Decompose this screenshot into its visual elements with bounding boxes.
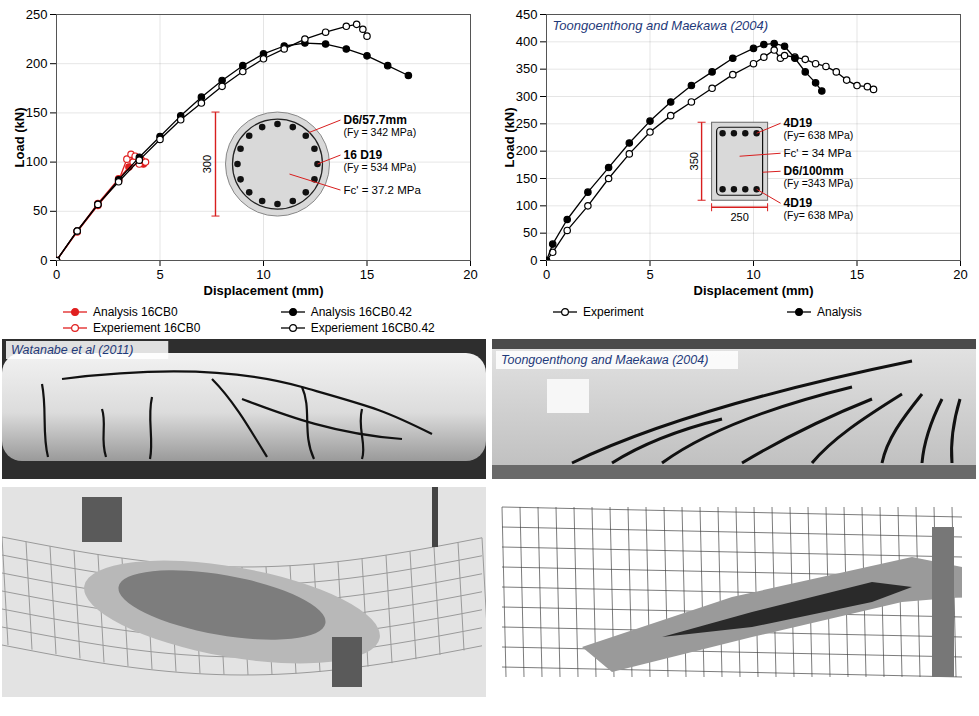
svg-text:4D19: 4D19	[784, 196, 813, 210]
svg-text:10: 10	[746, 267, 760, 282]
svg-text:Watanabe et al (2011): Watanabe et al (2011)	[11, 343, 134, 357]
html-text:Experiment: Experiment	[583, 305, 644, 319]
svg-text:20: 20	[463, 267, 477, 282]
svg-text:Toongoenthong and Maekawa (200: Toongoenthong and Maekawa (2004)	[501, 353, 708, 367]
svg-text:(Fy= 638 MPa): (Fy= 638 MPa)	[784, 209, 854, 221]
svg-text:(Fy =343 MPa): (Fy =343 MPa)	[784, 177, 854, 189]
svg-text:0: 0	[40, 253, 47, 268]
svg-text:Displacement (mm): Displacement (mm)	[694, 283, 814, 298]
svg-text:5: 5	[156, 267, 163, 282]
svg-text:100: 100	[26, 154, 48, 169]
svg-text:100: 100	[516, 198, 538, 213]
svg-text:250: 250	[730, 211, 748, 223]
html-text:Experiement 16CB0: Experiement 16CB0	[93, 321, 201, 335]
svg-text:0: 0	[530, 253, 537, 268]
svg-text:0: 0	[53, 267, 60, 282]
html-text:Analysis: Analysis	[817, 305, 862, 319]
svg-text:50: 50	[523, 225, 537, 240]
svg-text:300: 300	[201, 155, 213, 173]
svg-text:350: 350	[516, 61, 538, 76]
svg-text:Toongoenthong and Maekawa (200: Toongoenthong and Maekawa (2004)	[553, 18, 769, 33]
svg-text:D6/100mm: D6/100mm	[784, 164, 844, 178]
svg-text:300: 300	[516, 89, 538, 104]
svg-text:Load (kN): Load (kN)	[502, 108, 517, 168]
svg-text:Fc' = 37.2 MPa: Fc' = 37.2 MPa	[343, 184, 421, 196]
svg-text:(Fy = 534 MPa): (Fy = 534 MPa)	[343, 161, 416, 173]
svg-text:200: 200	[516, 143, 538, 158]
svg-text:(Fy = 342 MPa): (Fy = 342 MPa)	[343, 126, 416, 138]
svg-text:Load (kN): Load (kN)	[12, 108, 27, 168]
svg-text:4D19: 4D19	[784, 116, 813, 130]
svg-text:15: 15	[850, 267, 864, 282]
svg-text:(Fy= 638 MPa): (Fy= 638 MPa)	[784, 129, 854, 141]
html-text:Analysis 16CB0.42: Analysis 16CB0.42	[310, 305, 412, 319]
html-text:Analysis 16CB0: Analysis 16CB0	[93, 305, 178, 319]
svg-text:350: 350	[688, 152, 700, 170]
svg-text:250: 250	[26, 7, 48, 22]
svg-text:15: 15	[360, 267, 374, 282]
svg-text:200: 200	[26, 56, 48, 71]
svg-text:16 D19: 16 D19	[343, 148, 382, 162]
svg-text:0: 0	[543, 267, 550, 282]
svg-text:250: 250	[516, 116, 538, 131]
svg-text:5: 5	[646, 267, 653, 282]
svg-text:150: 150	[26, 105, 48, 120]
svg-text:Fc' = 34 MPa: Fc' = 34 MPa	[784, 147, 852, 159]
svg-text:400: 400	[516, 34, 538, 49]
svg-text:150: 150	[516, 171, 538, 186]
svg-text:D6/57.7mm: D6/57.7mm	[343, 113, 406, 127]
svg-text:10: 10	[256, 267, 270, 282]
svg-text:20: 20	[953, 267, 967, 282]
svg-text:Displacement (mm): Displacement (mm)	[204, 283, 324, 298]
svg-text:50: 50	[33, 203, 47, 218]
html-text:Experiement 16CB0.42: Experiement 16CB0.42	[310, 321, 435, 335]
svg-text:450: 450	[516, 7, 538, 22]
